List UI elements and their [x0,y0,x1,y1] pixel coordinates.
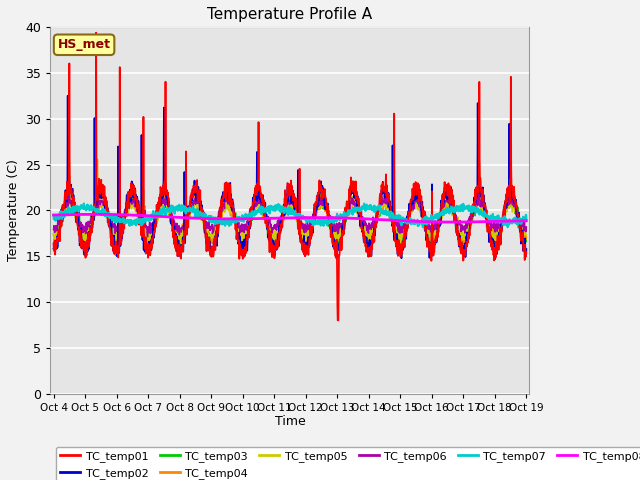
Y-axis label: Temperature (C): Temperature (C) [7,159,20,262]
Text: HS_met: HS_met [58,38,111,51]
Legend: TC_temp01, TC_temp02, TC_temp03, TC_temp04, TC_temp05, TC_temp06, TC_temp07, TC_: TC_temp01, TC_temp02, TC_temp03, TC_temp… [56,447,640,480]
X-axis label: Time: Time [275,415,305,429]
Title: Temperature Profile A: Temperature Profile A [207,7,372,22]
